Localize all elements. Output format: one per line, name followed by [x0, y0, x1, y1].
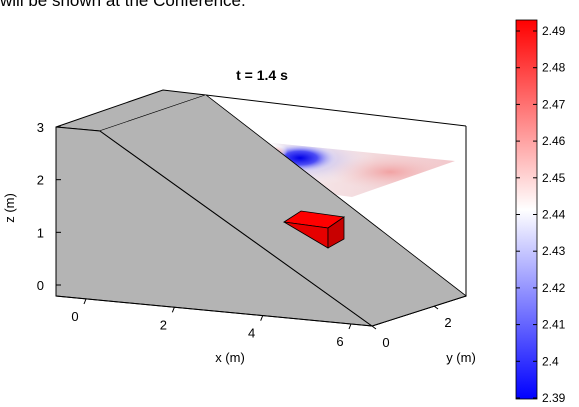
x-axis-label: x (m): [215, 350, 245, 365]
x-tick-label: 6: [336, 334, 343, 349]
x-tick-label: 0: [71, 309, 78, 324]
colorbar-tick-label: 2.47: [542, 97, 566, 111]
colorbar-tick-label: 2.42: [542, 281, 566, 295]
z-tick-label: 2: [37, 173, 44, 188]
y-tick-label: 2: [444, 315, 451, 330]
colorbar-tick-label: 2.41: [542, 318, 566, 332]
slope-solid: [55, 89, 468, 327]
z-tick-label: 3: [37, 120, 44, 135]
obstacle-block: [282, 210, 346, 249]
z-tick-label: 1: [37, 225, 44, 240]
colorbar: 2.49 2.48 2.47 2.46 2.45 2.44 2.43 2.42 2.41 2.4 2…: [515, 19, 566, 405]
chart-title: t = 1.4 s: [236, 67, 288, 83]
y-tick-mark: [371, 325, 377, 330]
x-tick-mark: [171, 307, 175, 313]
z-tick-label: 0: [37, 278, 44, 293]
z-axis-label: z (m): [2, 193, 17, 223]
colorbar-scale: [515, 19, 538, 400]
axis-ticks: 0 1 2 3 0 2 4 6 0 2: [37, 120, 452, 350]
x-tick-label: 4: [248, 326, 255, 341]
x-tick-mark: [348, 323, 352, 330]
x-tick-mark: [260, 315, 264, 321]
colorbar-ticks: 2.49 2.48 2.47 2.46 2.45 2.44 2.43 2.42 2.41 2.4 2…: [516, 24, 566, 405]
y-tick-mark: [433, 305, 439, 310]
colorbar-tick-label: 2.46: [542, 134, 566, 148]
x-tick-mark: [83, 298, 87, 305]
colorbar-tick-label: 2.44: [542, 208, 566, 222]
x-tick-label: 2: [160, 317, 167, 332]
colorbar-tick-label: 2.48: [542, 61, 566, 75]
y-axis: [371, 295, 467, 327]
colorbar-tick-label: 2.49: [542, 24, 566, 38]
colorbar-tick-label: 2.43: [542, 244, 566, 258]
y-tick-label: 0: [382, 335, 389, 350]
colorbar-tick-label: 2.4: [542, 354, 559, 368]
x-axis: [55, 295, 373, 327]
colorbar-tick-label: 2.45: [542, 171, 566, 185]
y-axis-label: y (m): [446, 350, 476, 365]
colorbar-tick-label: 2.39: [542, 391, 566, 405]
caption-text: will be shown at the Conference.: [0, 0, 246, 10]
